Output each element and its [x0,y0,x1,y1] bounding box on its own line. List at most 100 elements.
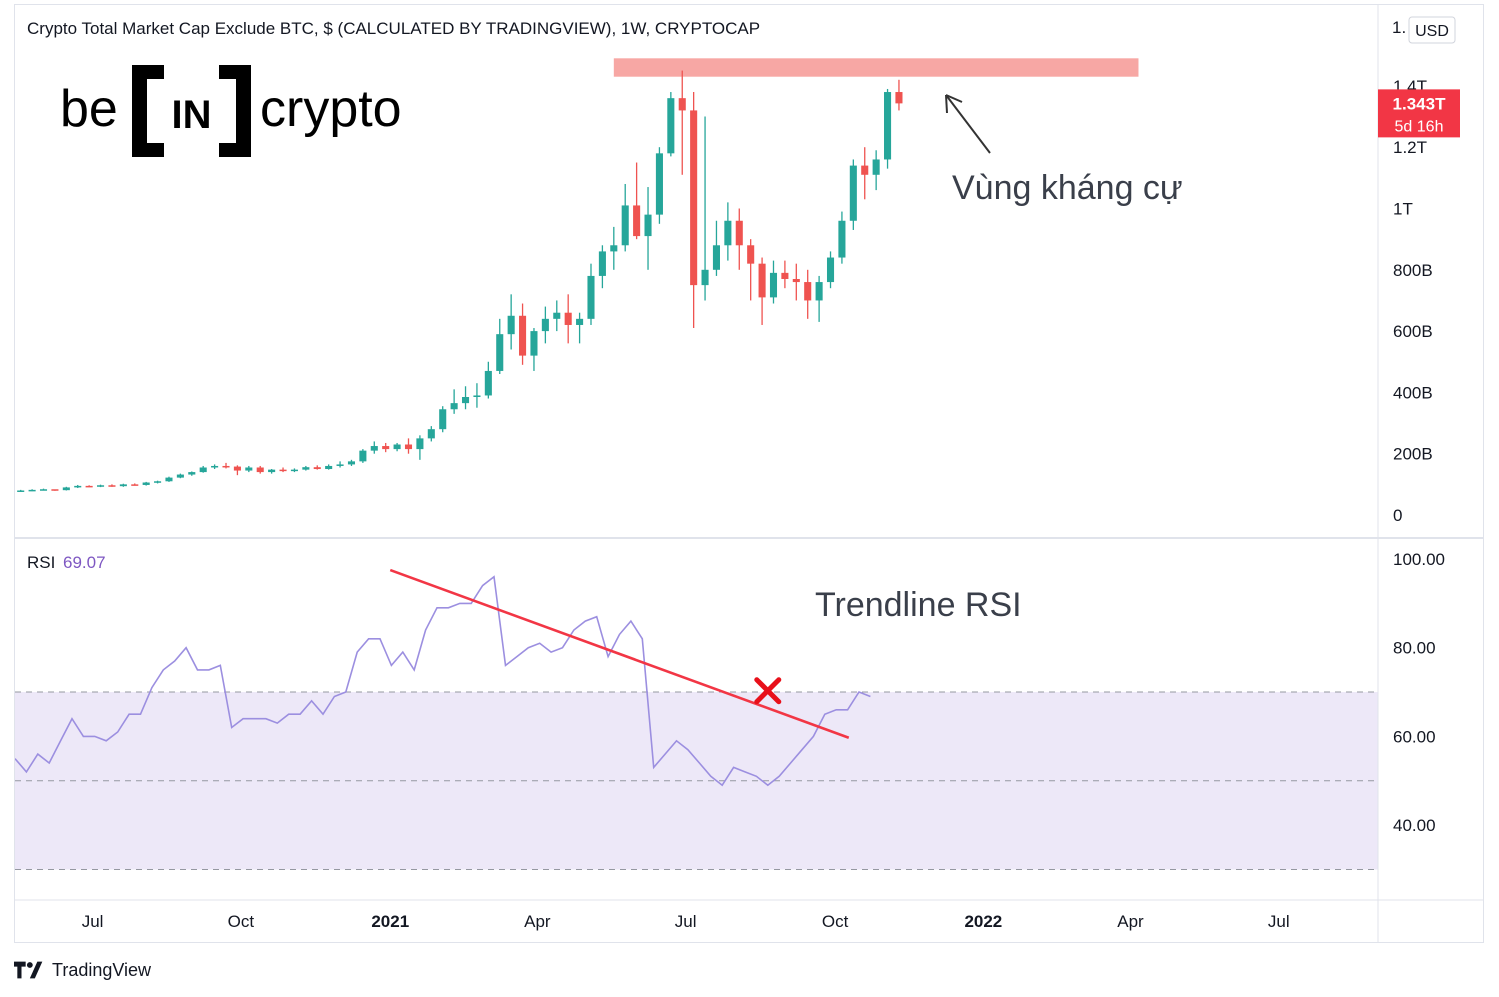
candle-body [701,269,709,286]
logo-left-text: be [60,80,118,138]
candle-body [393,444,401,450]
currency-prefix: 1. [1392,18,1406,37]
time-tick-label: Oct [822,912,849,931]
candle-body [74,485,82,488]
candle-body [62,487,70,491]
candle-body [895,92,903,104]
candle-body [815,282,823,301]
time-tick-label: Jul [82,912,104,931]
candle-body [439,409,447,430]
candle-body [667,98,675,154]
candle-body [313,467,321,470]
candle-body [507,315,515,335]
candle-body [17,490,25,492]
candle-body [131,484,139,486]
trendline-annotation: Trendline RSI [815,586,1022,624]
candle-body [576,318,584,325]
last-price-badge: 1.343T 5d 16h [1378,89,1460,138]
price-tick-label: 1T [1393,200,1413,219]
chart-frame[interactable]: Crypto Total Market Cap Exclude BTC, $ (… [14,4,1484,943]
candle-body [735,220,743,246]
candle-body [496,334,504,371]
rsi-tick-label: 80.00 [1393,639,1436,658]
rsi-tick-label: 40.00 [1393,816,1436,835]
candle-body [849,165,857,221]
candle-body [256,467,264,473]
footer-brand: TradingView [52,959,152,980]
candle-body [85,485,93,488]
time-axis[interactable]: Jul Oct 2021 Apr Jul Oct 2022 Apr Jul [82,912,1290,931]
footer[interactable]: TradingView [14,958,151,982]
candle-body [51,489,59,491]
candle-body [633,205,641,237]
logo-mid-text: IN [172,93,212,137]
rsi-trendline [389,568,850,739]
price-pane[interactable]: Crypto Total Market Cap Exclude BTC, $ (… [17,19,1183,492]
rsi-label: RSI [27,553,55,572]
candle-body [28,489,36,492]
candlestick-series [17,70,903,492]
rsi-line [14,575,871,787]
time-tick-label: Apr [524,912,551,931]
candle-body [154,481,162,483]
candle-body [336,464,344,466]
candle-body [598,251,606,276]
rsi-pane[interactable]: RSI 69.07 Trendline RSI [14,553,1378,870]
price-tick-label: 1.2T [1393,138,1427,157]
candle-body [279,469,287,472]
candle-body [142,482,150,485]
candle-body [268,469,276,473]
chart-canvas[interactable]: Crypto Total Market Cap Exclude BTC, $ (… [14,5,1483,942]
tradingview-logo-icon [14,961,43,979]
candle-body [724,220,732,246]
candle-body [108,485,116,487]
time-tick-label: 2021 [371,912,409,931]
candle-body [347,461,356,465]
candle-body [758,263,766,298]
candle-body [541,318,549,332]
time-tick-label: Oct [228,912,255,931]
candle-body [484,370,492,396]
candle-body [553,312,561,319]
rsi-tick-label: 100.00 [1393,550,1445,569]
candle-body [97,485,105,487]
cross-marker-icon [754,677,782,705]
resistance-arrow-icon [945,94,991,154]
candle-body [530,331,538,356]
candle-body [678,98,686,111]
candle-body [370,446,378,451]
candle-body [290,469,298,472]
last-price-value: 1.343T [1393,94,1447,113]
candle-body [587,275,595,319]
rsi-value: 69.07 [63,553,106,572]
time-tick-label: Jul [675,912,697,931]
candle-body [792,278,800,283]
candle-body [747,245,755,264]
candle-body [233,466,241,471]
candle-body [712,245,720,270]
price-tick-label: 600B [1393,322,1433,341]
resistance-annotation: Vùng kháng cự [952,169,1183,207]
candle-body [610,245,618,252]
logo-bracket-icon [132,65,251,157]
candle-body [644,214,652,237]
candle-body [245,467,253,471]
candle-body [416,438,424,450]
price-tick-label: 0 [1393,506,1402,525]
candle-body [450,403,458,410]
rsi-level-lines [15,691,1378,870]
candle-body [564,312,572,325]
price-tick-label: 400B [1393,383,1433,402]
chart-title: Crypto Total Market Cap Exclude BTC, $ (… [27,19,760,38]
logo-right-text: crypto [260,80,402,138]
candle-body [359,450,367,462]
candle-body [39,489,48,491]
candle-body [119,484,127,487]
currency-button[interactable]: USD [1408,16,1456,44]
rsi-axis[interactable]: 40.00 60.00 80.00 100.00 [1393,550,1445,835]
price-tick-label: 200B [1393,445,1433,464]
candle-body [427,429,435,439]
cross-stroke [754,677,782,705]
candle-body [199,467,207,473]
